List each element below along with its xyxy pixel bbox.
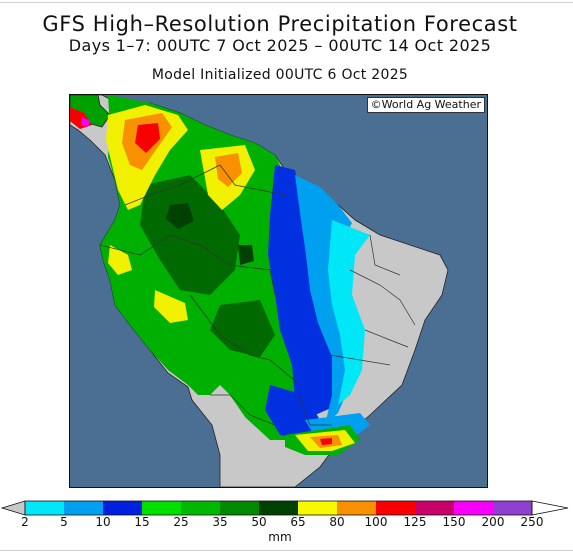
precip-blue xyxy=(268,165,345,415)
colorbar-tick: 15 xyxy=(134,515,150,529)
colorbar-bin xyxy=(493,501,532,515)
colorbar-tick: 125 xyxy=(403,515,427,529)
colorbar-tick: 200 xyxy=(481,515,505,529)
colorbar-bin xyxy=(181,501,220,515)
colorbar-bin xyxy=(103,501,142,515)
bottom-border xyxy=(0,550,573,551)
colorbar-bin xyxy=(220,501,259,515)
colorbar-tick: 250 xyxy=(520,515,544,529)
colorbar-bin xyxy=(454,501,493,515)
country-borders xyxy=(99,164,416,426)
colorbar-tick: 2 xyxy=(21,515,29,529)
colorbar-bin xyxy=(337,501,376,515)
colorbar xyxy=(0,500,569,516)
colorbar-low-arrow xyxy=(0,500,26,516)
colorbar-tick: 5 xyxy=(60,515,68,529)
colorbar-bin xyxy=(376,501,415,515)
map-credit: ©World Ag Weather xyxy=(366,97,485,113)
top-border xyxy=(0,2,573,3)
colorbar-bin xyxy=(25,501,64,515)
colorbar-tick: 25 xyxy=(173,515,189,529)
precipitation-map: ©World Ag Weather xyxy=(69,94,488,488)
colorbar-bin xyxy=(298,501,337,515)
colorbar-tick: 100 xyxy=(364,515,388,529)
forecast-period: Days 1–7: 00UTC 7 Oct 2025 – 00UTC 14 Oc… xyxy=(68,36,492,55)
colorbar-tick: 150 xyxy=(442,515,466,529)
colorbar-units: mm xyxy=(268,530,292,544)
map-title: GFS High–Resolution Precipitation Foreca… xyxy=(42,12,518,36)
colorbar-bin xyxy=(415,501,454,515)
colorbar-bin xyxy=(259,501,298,515)
model-init: Model Initialized 00UTC 6 Oct 2025 xyxy=(151,67,409,83)
precip-dark-green xyxy=(140,175,240,295)
colorbar-tick: 65 xyxy=(290,515,306,529)
colorbar-bin xyxy=(142,501,181,515)
colorbar-high-arrow xyxy=(531,500,569,516)
colorbar-bin xyxy=(64,501,103,515)
colorbar-tick: 35 xyxy=(212,515,228,529)
colorbar-tick: 10 xyxy=(95,515,111,529)
colorbar-tick: 80 xyxy=(329,515,345,529)
colorbar-tick: 50 xyxy=(251,515,267,529)
